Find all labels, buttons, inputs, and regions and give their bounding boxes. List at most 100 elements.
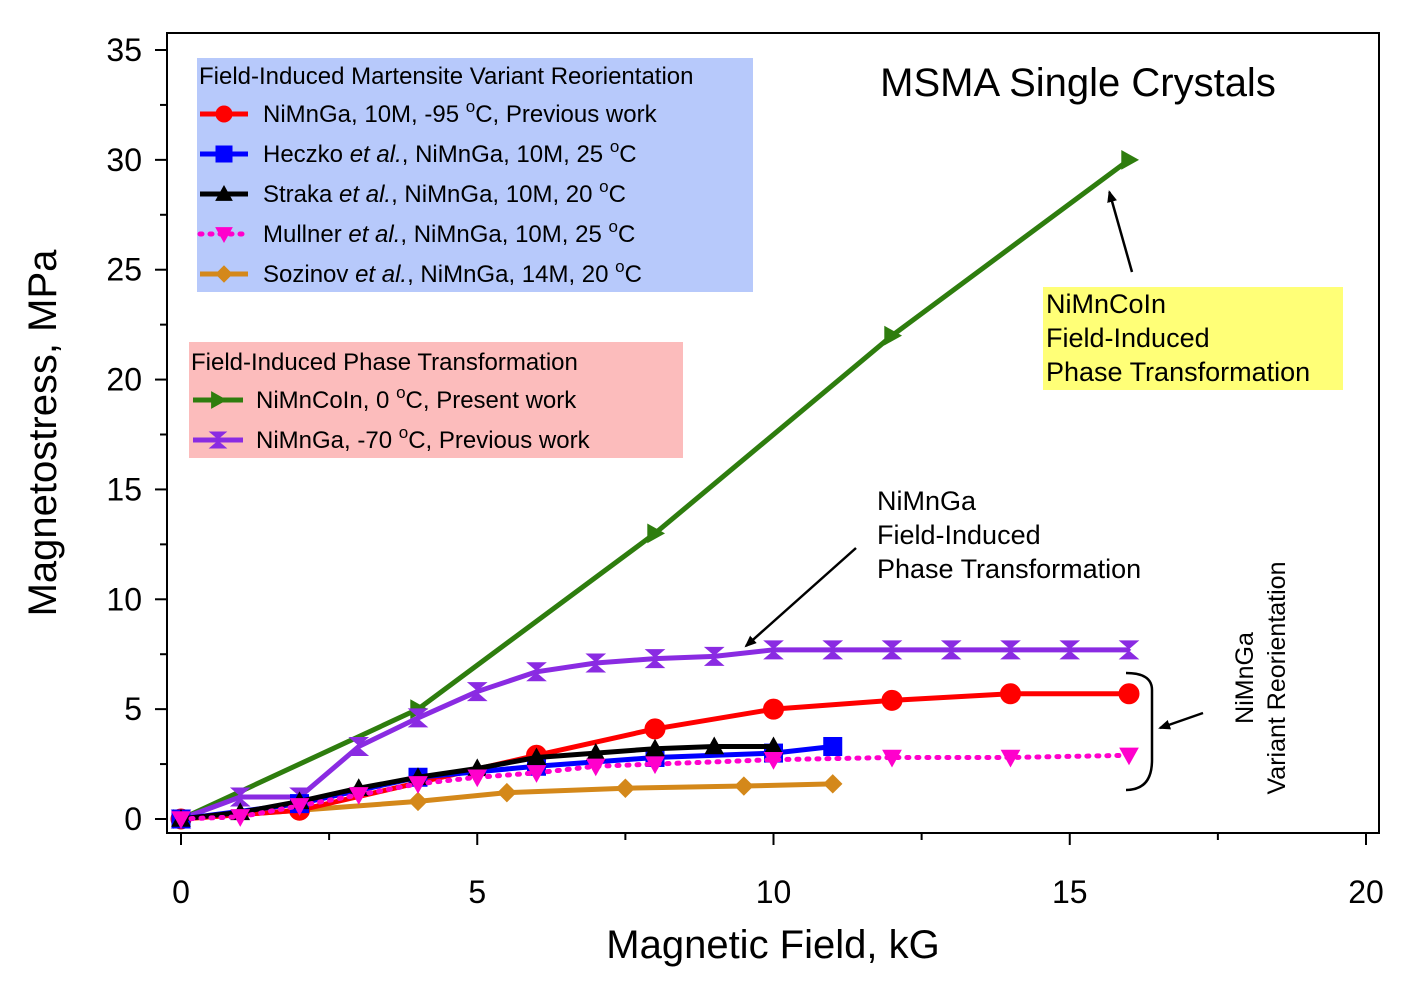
data-point [215,265,233,283]
series-3 [171,747,1139,830]
legend-entry-text: Mullner et al., NiMnGa, 10M, 25 oC [263,217,635,248]
data-point [171,811,191,830]
callout-arrow [1158,711,1204,730]
data-point [467,769,488,788]
data-point [644,649,666,669]
callout-line: Phase Transformation [1046,357,1310,387]
callout-line: NiMnGa [1231,632,1259,724]
bracket [1125,671,1154,792]
x-tick-label: 20 [1348,874,1384,910]
legend-entry-text: NiMnCoIn, 0 oC, Present work [256,383,577,414]
x-axis-title: Magnetic Field, kG [606,923,939,967]
data-point [703,646,725,666]
y-tick-label: 0 [124,801,142,837]
data-point [647,523,666,544]
y-tick-label: 15 [106,471,142,507]
callout-line: Phase Transformation [877,554,1141,584]
data-point [734,776,754,796]
nimnga-variant-callout: NiMnGa Variant Reorientation [1125,561,1291,795]
data-point [644,718,666,740]
chart-title: MSMA Single Crystals [880,61,1276,105]
data-point [526,765,547,783]
data-point [823,736,843,756]
legend-group-1: Field-Induced Phase Transformation NiMnCo… [189,342,683,458]
data-point [645,738,665,757]
callout-line: Field-Induced [1046,323,1210,353]
callout-box [1043,287,1343,390]
data-point [884,325,903,346]
data-point [230,809,251,827]
y-tick-label: 20 [106,362,142,398]
legend-box [197,58,753,292]
legend-entry-text: Sozinov et al., NiMnGa, 14M, 20 oC [263,257,642,288]
series-layer [170,150,1140,830]
data-point [526,662,547,682]
x-tick-label: 0 [172,874,190,910]
data-point [407,708,429,728]
data-point [1000,640,1021,660]
data-point [763,698,784,720]
data-point [881,689,903,711]
callout-line: NiMnCoIn [1046,289,1166,319]
legend-group-0: Field-Induced Martensite Variant Reorien… [197,58,753,292]
data-point [526,747,547,766]
data-point [348,787,369,805]
callout-line: NiMnGa [877,486,977,516]
annotations: NiMnCoIn Field-Induced Phase Transformatio… [744,190,1343,795]
data-point [229,787,251,807]
data-point [215,184,233,201]
data-point [823,774,843,794]
data-point [1119,747,1139,766]
data-point [763,751,784,770]
y-tick-label: 10 [106,581,142,617]
callout-line: Field-Induced [877,520,1041,550]
legend-heading: Field-Induced Phase Transformation [191,349,578,376]
data-point [881,640,903,660]
x-tick-label: 15 [1052,874,1088,910]
legend: Field-Induced Martensite Variant Reorien… [189,58,753,458]
data-point [289,798,310,816]
legend-entry-text: Straka et al., NiMnGa, 10M, 20 oC [263,177,626,208]
data-point [882,749,902,768]
nimncoin-callout: NiMnCoIn Field-Induced Phase Transformatio… [1043,190,1343,390]
legend-box [189,342,683,458]
legend-entry-text: NiMnGa, 10M, -95 oC, Previous work [263,97,658,128]
data-point [645,756,665,775]
data-point [1118,683,1140,705]
callout-line: Variant Reorientation [1263,561,1291,794]
data-point [763,640,784,660]
data-point [1000,683,1021,705]
series-line [180,691,1129,822]
data-point [615,778,636,798]
callout-arrow [1107,190,1134,273]
x-tick-label: 10 [756,874,792,910]
y-tick-label: 35 [106,32,142,68]
y-tick-label: 5 [124,691,142,727]
data-point [497,782,517,803]
data-point [704,736,725,755]
data-point [1121,150,1140,170]
data-point [1000,749,1021,768]
legend-entry-text: Heczko et al., NiMnGa, 10M, 25 oC [263,137,637,168]
data-point [348,736,370,756]
legend-heading: Field-Induced Martensite Variant Reorien… [199,63,693,90]
data-point [1059,640,1081,660]
data-point [1118,640,1140,660]
data-point [211,391,228,409]
data-point [208,431,228,449]
y-tick-label: 30 [106,142,142,178]
data-point [408,791,428,812]
data-point [585,653,607,673]
series-4 [171,774,843,829]
nimnga-phase-callout: NiMnGa Field-Induced Phase Transformation [744,486,1141,648]
data-point [215,105,233,123]
data-point [215,227,233,244]
data-point [408,776,428,794]
data-point [940,640,962,660]
data-point [215,145,233,163]
data-point [466,682,488,702]
axes: 0 5 10 15 20 0 5 10 15 20 25 30 35 [106,32,1383,910]
x-tick-label: 5 [468,874,486,910]
y-axis-title: Magnetostress, MPa [21,249,65,617]
